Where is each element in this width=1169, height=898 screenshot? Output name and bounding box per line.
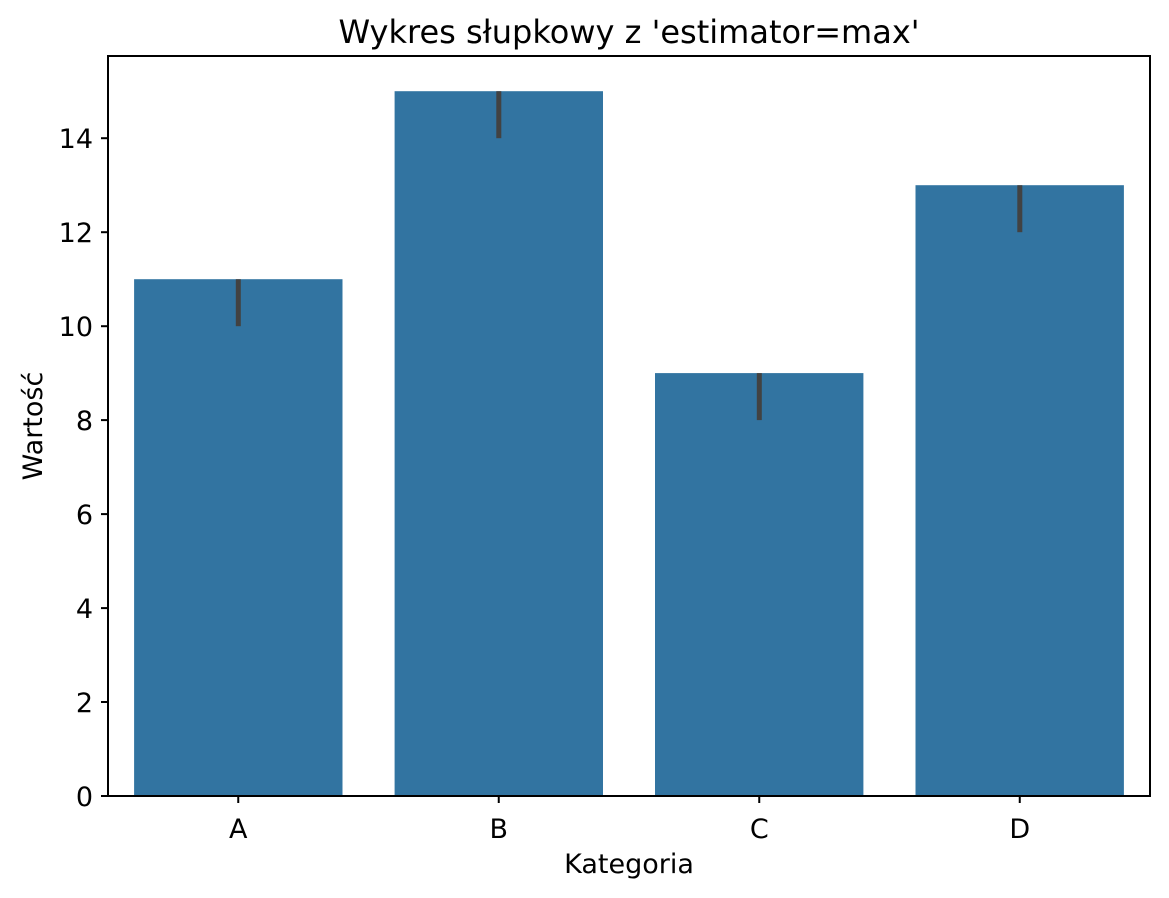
error-bar-D [1017,185,1023,233]
axes-spines [107,55,1151,797]
y-tick-label-8: 8 [76,406,93,437]
bar-C [655,373,864,796]
y-tick-label-12: 12 [59,218,93,249]
y-tick-label-0: 0 [76,782,93,813]
x-tick-label-C: C [750,814,769,845]
chart-title: Wykres słupkowy z 'estimator=max' [338,13,919,51]
y-tick-label-10: 10 [59,312,93,343]
axes-layer: A B C D 0 2 4 6 8 10 12 14 [59,55,1151,845]
x-axis-label: Kategoria [564,849,694,880]
bar-D [915,185,1124,796]
error-bar-B [496,91,502,139]
y-tick-label-2: 2 [76,688,93,719]
bar-B [394,91,603,796]
y-axis-label: Wartość [18,372,49,481]
bar-A [134,279,343,796]
y-tick-label-6: 6 [76,500,93,531]
bars-layer [134,91,1124,796]
y-tick-label-14: 14 [59,124,93,155]
x-tick-label-B: B [489,814,508,845]
x-tick-label-A: A [229,814,248,845]
x-tick-label-D: D [1009,814,1030,845]
error-bar-A [235,279,241,327]
error-bar-C [756,373,762,421]
y-tick-label-4: 4 [76,594,93,625]
